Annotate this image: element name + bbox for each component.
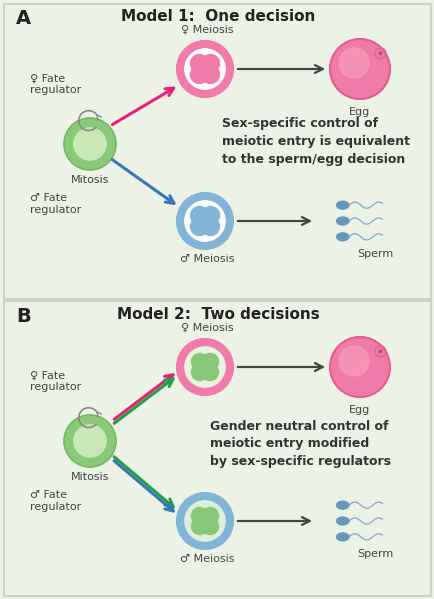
Circle shape xyxy=(200,216,210,226)
Text: A: A xyxy=(16,9,31,28)
Circle shape xyxy=(338,48,368,78)
Circle shape xyxy=(374,346,385,357)
Ellipse shape xyxy=(336,501,348,509)
Circle shape xyxy=(338,346,368,376)
Circle shape xyxy=(201,207,219,225)
Text: Egg: Egg xyxy=(349,107,370,117)
Circle shape xyxy=(201,65,219,83)
Circle shape xyxy=(201,517,209,525)
Circle shape xyxy=(184,49,225,89)
Ellipse shape xyxy=(336,233,348,241)
Text: ♀ Meiosis: ♀ Meiosis xyxy=(180,25,233,35)
Circle shape xyxy=(201,217,219,235)
Text: Sperm: Sperm xyxy=(356,249,392,259)
Circle shape xyxy=(177,339,233,395)
Circle shape xyxy=(201,507,218,524)
Text: ♀ Meiosis: ♀ Meiosis xyxy=(180,323,233,333)
Circle shape xyxy=(184,501,225,541)
Text: Sex-specific control of
meiotic entry is equivalent
to the sperm/egg decision: Sex-specific control of meiotic entry is… xyxy=(221,116,409,165)
Circle shape xyxy=(191,364,208,380)
Circle shape xyxy=(201,55,219,72)
Text: ♀ Fate
regulator: ♀ Fate regulator xyxy=(30,73,81,95)
Text: Mitosis: Mitosis xyxy=(71,175,109,185)
Circle shape xyxy=(191,507,208,524)
Circle shape xyxy=(190,207,208,225)
Circle shape xyxy=(191,353,208,370)
Circle shape xyxy=(190,55,208,72)
Text: ♀ Fate
regulator: ♀ Fate regulator xyxy=(30,370,81,392)
Circle shape xyxy=(74,128,106,160)
Circle shape xyxy=(378,350,381,353)
Circle shape xyxy=(374,48,385,59)
Circle shape xyxy=(201,518,218,534)
Text: Model 2:  Two decisions: Model 2: Two decisions xyxy=(116,307,319,322)
Text: B: B xyxy=(16,307,31,326)
Text: ♂ Meiosis: ♂ Meiosis xyxy=(179,254,234,264)
Text: Egg: Egg xyxy=(349,405,370,415)
Text: Model 1:  One decision: Model 1: One decision xyxy=(121,9,315,24)
Circle shape xyxy=(200,64,210,74)
Circle shape xyxy=(74,425,106,457)
Circle shape xyxy=(177,193,233,249)
Ellipse shape xyxy=(336,517,348,525)
Circle shape xyxy=(191,518,208,534)
Ellipse shape xyxy=(336,201,348,209)
Circle shape xyxy=(201,353,218,370)
Text: ♂ Fate
regulator: ♂ Fate regulator xyxy=(30,490,81,512)
FancyBboxPatch shape xyxy=(4,4,430,299)
Text: Gender neutral control of
meiotic entry modified
by sex-specific regulators: Gender neutral control of meiotic entry … xyxy=(210,419,390,468)
Circle shape xyxy=(64,415,116,467)
Text: Mitosis: Mitosis xyxy=(71,472,109,482)
Text: ♂ Fate
regulator: ♂ Fate regulator xyxy=(30,193,81,215)
Circle shape xyxy=(190,65,208,83)
Circle shape xyxy=(201,364,218,380)
Ellipse shape xyxy=(336,217,348,225)
Circle shape xyxy=(177,41,233,97)
Circle shape xyxy=(329,337,389,397)
Circle shape xyxy=(190,217,208,235)
Circle shape xyxy=(378,52,381,55)
FancyBboxPatch shape xyxy=(4,301,430,596)
Ellipse shape xyxy=(336,533,348,541)
Circle shape xyxy=(184,201,225,241)
Circle shape xyxy=(177,493,233,549)
Circle shape xyxy=(64,118,116,170)
Text: ♂ Meiosis: ♂ Meiosis xyxy=(179,554,234,564)
Text: Sperm: Sperm xyxy=(356,549,392,559)
Circle shape xyxy=(184,347,225,387)
Circle shape xyxy=(201,363,209,371)
Circle shape xyxy=(329,39,389,99)
